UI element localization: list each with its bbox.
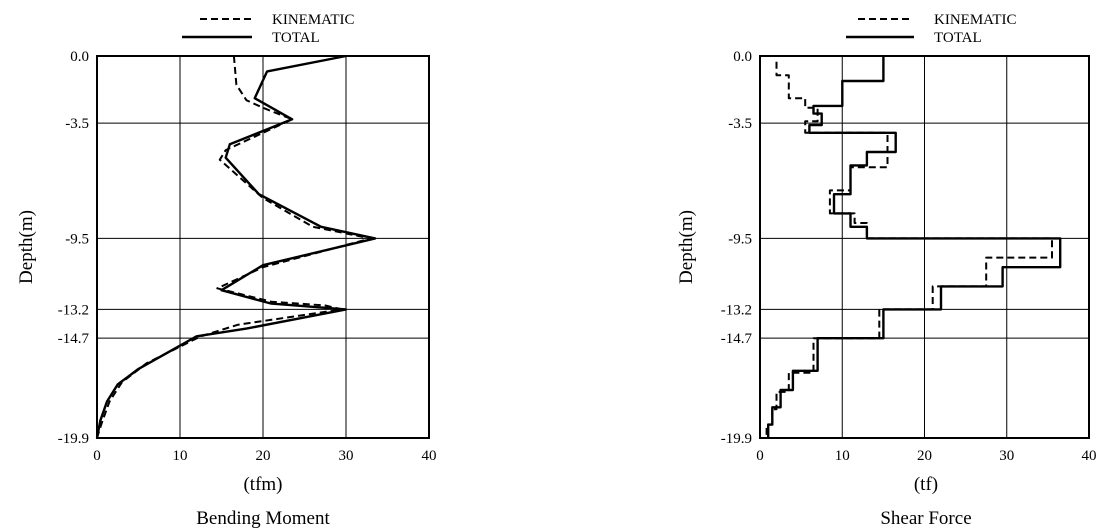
y-tick-labels: 0.0 -3.5 -9.5 -13.2 -14.7 -19.9 <box>58 49 90 447</box>
y-tick-label: -3.5 <box>65 116 89 132</box>
bending-moment-chart: KINEMATIC TOTAL 0 10 20 30 40 0.0 -3.5 -9.5 -13… <box>16 12 437 529</box>
x-tick-label: 40 <box>1082 448 1097 464</box>
legend-total-label: TOTAL <box>934 30 982 46</box>
x-axis-label: (tf) <box>914 474 938 495</box>
x-tick-label: 30 <box>339 448 354 464</box>
y-tick-label: -9.5 <box>65 231 89 247</box>
y-tick-label: -19.9 <box>721 431 752 447</box>
x-tick-label: 0 <box>756 448 764 464</box>
series-line-kinematic <box>765 61 1053 438</box>
x-tick-label: 20 <box>256 448 271 464</box>
legend-kinematic-label: KINEMATIC <box>272 12 355 28</box>
y-tick-label: -14.7 <box>58 331 90 347</box>
x-tick-labels: 0 10 20 30 40 <box>93 448 436 464</box>
x-tick-label: 30 <box>999 448 1014 464</box>
shear-force-chart: KINEMATIC TOTAL 0 10 20 30 40 0.0 -3.5 -9.5 -13… <box>676 12 1097 529</box>
legend-total-label: TOTAL <box>272 30 320 46</box>
y-tick-label: -13.2 <box>58 302 89 318</box>
x-axis-label: (tfm) <box>243 474 282 495</box>
x-tick-label: 10 <box>835 448 850 464</box>
series-layer <box>95 54 377 439</box>
y-axis-label: Depth(m) <box>676 210 697 284</box>
series-layer <box>765 56 1062 438</box>
series-line-total <box>95 54 377 439</box>
legend-kinematic-label: KINEMATIC <box>934 12 1017 28</box>
x-tick-label: 40 <box>422 448 437 464</box>
grid <box>760 56 1089 438</box>
x-tick-label: 10 <box>173 448 188 464</box>
legend: KINEMATIC TOTAL <box>182 12 355 46</box>
y-tick-label: -19.9 <box>58 431 89 447</box>
chart-title: Shear Force <box>880 508 971 529</box>
y-tick-label: -3.5 <box>728 116 752 132</box>
y-tick-label: 0.0 <box>733 49 752 65</box>
x-tick-label: 20 <box>917 448 932 464</box>
y-tick-labels: 0.0 -3.5 -9.5 -13.2 -14.7 -19.9 <box>721 49 753 447</box>
x-tick-label: 0 <box>93 448 101 464</box>
plot-frame <box>759 55 1090 439</box>
x-tick-labels: 0 10 20 30 40 <box>756 448 1096 464</box>
y-tick-label: -14.7 <box>721 331 753 347</box>
series-line-total <box>767 56 1062 438</box>
y-tick-label: -13.2 <box>721 302 752 318</box>
y-tick-label: -9.5 <box>728 231 752 247</box>
legend: KINEMATIC TOTAL <box>846 12 1017 46</box>
grid <box>97 56 429 438</box>
series-line-kinematic <box>96 55 372 439</box>
chart-title: Bending Moment <box>196 508 330 529</box>
y-tick-label: 0.0 <box>70 49 89 65</box>
y-axis-label: Depth(m) <box>16 210 37 284</box>
plot-frame <box>96 55 430 439</box>
